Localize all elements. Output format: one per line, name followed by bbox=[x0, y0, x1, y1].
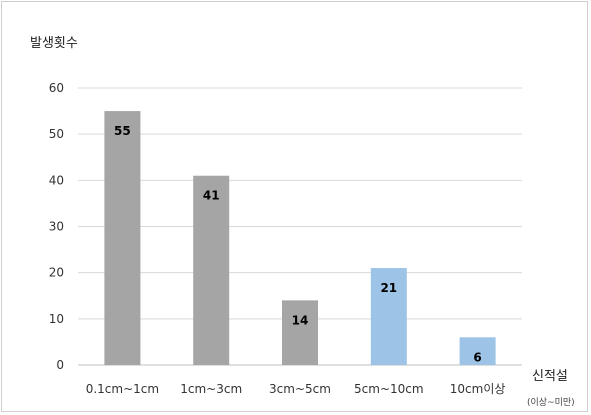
y-axis-title: 발생횟수 bbox=[30, 36, 78, 51]
y-tick-label: 0 bbox=[56, 358, 64, 372]
data-label: 21 bbox=[380, 281, 397, 295]
y-tick-label: 20 bbox=[49, 266, 64, 280]
category-label: 5cm~10cm bbox=[354, 382, 424, 396]
y-tick-labels: 0 10 20 30 40 50 60 bbox=[49, 81, 64, 372]
category-label: 1cm~3cm bbox=[180, 382, 242, 396]
bar bbox=[370, 268, 407, 365]
data-label: 55 bbox=[114, 124, 131, 138]
category-label: 10cm이상 bbox=[450, 382, 506, 396]
x-axis-note: (이상~미만) bbox=[527, 397, 575, 408]
data-label: 6 bbox=[473, 350, 481, 364]
category-label: 3cm~5cm bbox=[269, 382, 331, 396]
category-labels: 0.1cm~1cm 1cm~3cm 3cm~5cm 5cm~10cm 10cm이상 bbox=[86, 382, 506, 396]
gridlines bbox=[78, 87, 522, 320]
bar bbox=[459, 337, 496, 365]
bar bbox=[104, 111, 141, 365]
y-tick-label: 10 bbox=[49, 312, 64, 326]
data-labels: 55 41 14 21 6 bbox=[114, 124, 482, 364]
data-label: 14 bbox=[292, 313, 309, 327]
y-tick-label: 30 bbox=[49, 220, 64, 234]
data-label: 41 bbox=[203, 189, 220, 203]
category-label: 0.1cm~1cm bbox=[86, 382, 159, 396]
x-axis-title: 신적설 bbox=[532, 369, 568, 384]
y-tick-label: 60 bbox=[49, 81, 64, 95]
bar bbox=[282, 300, 318, 365]
y-tick-label: 50 bbox=[49, 127, 64, 141]
bars bbox=[104, 111, 496, 365]
y-tick-label: 40 bbox=[49, 173, 64, 187]
bar bbox=[193, 175, 230, 365]
